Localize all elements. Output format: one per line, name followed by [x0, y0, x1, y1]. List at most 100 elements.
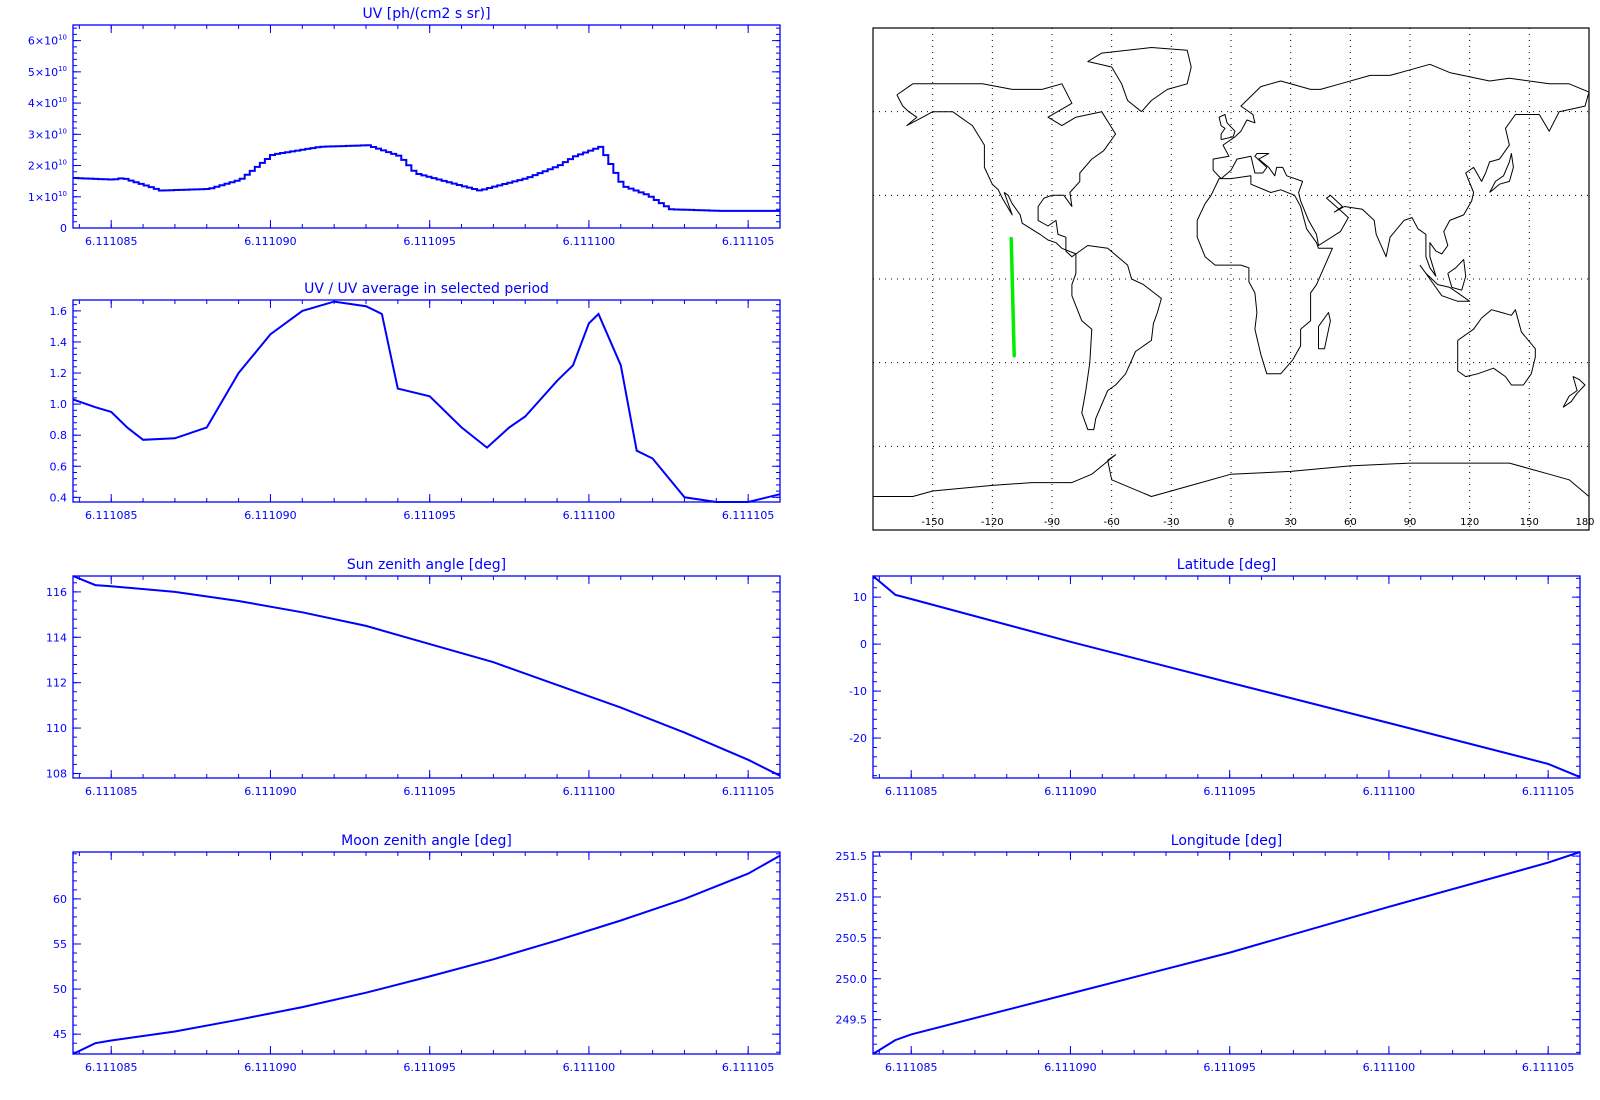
x-tick-label: 6.111090	[244, 235, 297, 248]
y-tick-label: 249.5	[836, 1014, 868, 1027]
x-tick-label: 6.111085	[85, 1061, 138, 1074]
y-tick-label: 251.0	[836, 891, 868, 904]
plot-frame	[872, 851, 1581, 1055]
data-series-line	[72, 575, 781, 777]
new-zealand-coast	[1562, 376, 1586, 408]
y-tick-label: 6×1010	[28, 34, 67, 48]
y-tick-label: 0	[860, 638, 867, 651]
x-tick-label: 6.111085	[85, 509, 138, 522]
y-tick-label: 251.5	[836, 850, 868, 863]
uv-ratio-chart: UV / UV average in selected period 6.1110…	[50, 281, 781, 522]
x-tick-label: 6.111100	[563, 1061, 616, 1074]
y-tick-label: 2×1010	[28, 159, 67, 173]
y-tick-label: -10	[849, 685, 867, 698]
y-tick-label: 60	[53, 893, 67, 906]
y-tick-label: 0.8	[50, 429, 68, 442]
y-tick-label: 5×1010	[28, 65, 67, 79]
y-tick-label: 1.6	[50, 305, 68, 318]
x-tick-label: 6.111100	[1363, 785, 1416, 798]
map-lon-tick-label: 60	[1344, 517, 1357, 528]
y-tick-label: 45	[53, 1028, 67, 1041]
y-tick-label: 114	[46, 631, 67, 644]
x-tick-label: 6.111100	[563, 785, 616, 798]
borneo-coast	[1447, 259, 1467, 291]
y-tick-label: 250.5	[836, 932, 868, 945]
y-tick-label: 4×1010	[28, 96, 67, 110]
plot-frame	[872, 575, 1581, 779]
chart-title: Longitude [deg]	[1171, 833, 1282, 849]
chart-title: Latitude [deg]	[1177, 557, 1276, 573]
plot-frame	[72, 299, 781, 503]
x-tick-label: 6.111095	[403, 1061, 456, 1074]
chart-title: UV [ph/(cm2 s sr)]	[362, 6, 490, 22]
sun-zenith-chart: Sun zenith angle [deg] 6.111085 6.111090 6.…	[46, 557, 781, 798]
y-tick-label: 1.0	[50, 398, 68, 411]
data-series-line	[872, 851, 1581, 1055]
y-tick-label: 110	[46, 722, 67, 735]
x-tick-label: 6.111105	[1522, 785, 1575, 798]
x-tick-label: 6.111095	[403, 509, 456, 522]
y-tick-label: 1×1010	[28, 190, 67, 204]
chart-title: Moon zenith angle [deg]	[341, 833, 512, 849]
plot-frame	[72, 24, 781, 229]
y-tick-label: 50	[53, 983, 67, 996]
latitude-chart: Latitude [deg] 6.111085 6.111090 6.111095 6.…	[849, 557, 1581, 798]
uk-coast	[1218, 114, 1236, 141]
map-lon-tick-label: 30	[1284, 517, 1297, 528]
x-tick-label: 6.111090	[244, 1061, 297, 1074]
uv-chart: UV [ph/(cm2 s sr)] 6.111085 6.111090 6.1110…	[28, 6, 781, 248]
y-tick-label: 55	[53, 938, 67, 951]
x-tick-label: 6.111105	[722, 235, 775, 248]
eurasia-coast	[1212, 63, 1590, 277]
x-tick-label: 6.111095	[1203, 785, 1256, 798]
y-tick-label: 116	[46, 586, 67, 599]
x-tick-label: 6.111105	[722, 509, 775, 522]
y-tick-label: 10	[853, 591, 867, 604]
x-tick-label: 6.111085	[85, 785, 138, 798]
greenland-coast	[1087, 47, 1192, 113]
map-lon-tick-label: 150	[1520, 517, 1539, 528]
map-lon-tick-label: 0	[1228, 517, 1234, 528]
x-tick-label: 6.111100	[1363, 1061, 1416, 1074]
data-series-line	[73, 144, 780, 212]
y-tick-label: 108	[46, 767, 67, 780]
x-tick-label: 6.111085	[85, 235, 138, 248]
y-tick-label: 3×1010	[28, 127, 67, 141]
y-tick-label: 250.0	[836, 973, 868, 986]
x-tick-label: 6.111085	[885, 1061, 938, 1074]
antarctica-coast	[873, 454, 1590, 497]
x-tick-label: 6.111095	[1203, 1061, 1256, 1074]
map-lon-tick-label: 120	[1460, 517, 1479, 528]
x-tick-label: 6.111090	[244, 785, 297, 798]
data-series-line	[872, 575, 1581, 779]
y-tick-label: -20	[849, 732, 867, 745]
australia-coast	[1457, 309, 1536, 386]
map-lon-tick-label: 180	[1575, 517, 1594, 528]
x-tick-label: 6.111090	[1044, 1061, 1097, 1074]
longitude-chart: Longitude [deg] 6.111085 6.111090 6.111095 6…	[836, 833, 1581, 1074]
south-america-coast	[1071, 245, 1162, 431]
madagascar-coast	[1318, 312, 1331, 350]
africa-coast	[1196, 175, 1333, 375]
north-america-coast	[896, 83, 1117, 258]
map-lon-tick-label: -90	[1044, 517, 1060, 528]
chart-title: Sun zenith angle [deg]	[347, 557, 506, 573]
satellite-ground-track	[1009, 236, 1016, 358]
y-tick-label: 1.2	[50, 367, 68, 380]
x-tick-label: 6.111105	[722, 785, 775, 798]
y-tick-label: 0	[60, 222, 67, 235]
y-tick-label: 0.4	[50, 491, 68, 504]
chart-title: UV / UV average in selected period	[304, 281, 549, 297]
y-tick-label: 1.4	[50, 336, 68, 349]
japan-coast	[1489, 153, 1514, 193]
y-tick-label: 0.6	[50, 460, 68, 473]
x-tick-label: 6.111090	[244, 509, 297, 522]
x-tick-label: 6.111100	[563, 509, 616, 522]
x-tick-label: 6.111105	[722, 1061, 775, 1074]
x-tick-label: 6.111100	[563, 235, 616, 248]
x-tick-label: 6.111105	[1522, 1061, 1575, 1074]
indonesia-coast	[1419, 264, 1471, 302]
x-tick-label: 6.111085	[885, 785, 938, 798]
map-lon-tick-label: -120	[981, 517, 1004, 528]
